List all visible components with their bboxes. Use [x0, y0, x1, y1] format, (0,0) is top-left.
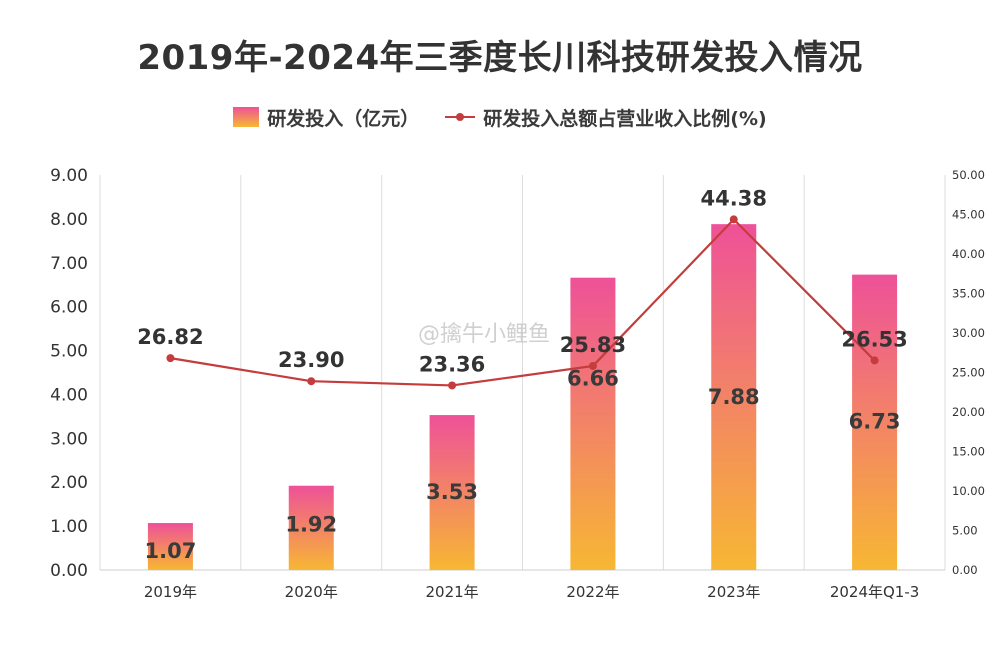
legend-item-bar: 研发投入（亿元）	[233, 104, 419, 131]
bar	[288, 485, 334, 570]
y-right-tick-label: 35.00	[952, 287, 985, 301]
x-tick-label: 2023年	[707, 583, 760, 601]
watermark-text: @擒牛小鲤鱼	[418, 322, 551, 347]
y-right-tick-label: 30.00	[952, 326, 985, 340]
y-left-tick-label: 6.00	[50, 298, 88, 318]
y-right-tick-label: 0.00	[952, 563, 978, 577]
y-right-tick-label: 50.00	[952, 168, 985, 182]
bar-value-label: 1.07	[145, 539, 197, 563]
bar-value-label: 7.88	[708, 385, 760, 409]
line-point	[448, 381, 457, 390]
y-right-tick-label: 25.00	[952, 366, 985, 380]
x-tick-label: 2024年Q1-3	[830, 583, 919, 601]
legend-line-label: 研发投入总额占营业收入比例(%)	[483, 107, 767, 130]
line-point	[588, 361, 597, 370]
line-value-label: 23.36	[419, 352, 485, 376]
bar-value-label: 6.66	[567, 367, 619, 391]
y-left-tick-label: 0.00	[50, 561, 88, 581]
y-right-tick-label: 40.00	[952, 247, 985, 261]
line-value-label: 23.90	[278, 348, 344, 372]
chart-title: 2019年-2024年三季度长川科技研发投入情况	[137, 38, 863, 78]
line-point	[166, 354, 175, 363]
line-point	[729, 215, 738, 224]
y-left-tick-label: 5.00	[50, 342, 88, 362]
label-layer: 1.07 1.92 3.53 6.66 7.88 6.73 26.82 23.90 23.36 2…	[137, 186, 908, 563]
line-value-label: 26.53	[841, 327, 907, 351]
bar-value-label: 1.92	[285, 513, 337, 537]
x-tick-label: 2020年	[285, 583, 338, 601]
line-point	[307, 377, 316, 386]
legend-item-line: 研发投入总额占营业收入比例(%)	[445, 104, 767, 131]
x-tick-label: 2021年	[425, 583, 478, 601]
y-right-tick-label: 45.00	[952, 208, 985, 222]
y-left-tick-label: 7.00	[50, 254, 88, 274]
bar	[429, 415, 475, 570]
bar	[570, 277, 616, 570]
y-right-tick-label: 20.00	[952, 405, 985, 419]
line-value-label: 25.83	[560, 333, 626, 357]
series-line	[170, 217, 876, 387]
legend-line-marker-icon	[445, 107, 476, 127]
line-value-label: 44.38	[701, 186, 767, 210]
y-left-tick-label: 9.00	[50, 166, 88, 186]
line-point	[870, 356, 879, 365]
chart-legend: 研发投入（亿元） 研发投入总额占营业收入比例(%)	[0, 102, 1000, 132]
y-right-tick-label: 10.00	[952, 484, 985, 498]
line-layer	[166, 215, 879, 390]
x-tick-label: 2022年	[566, 583, 619, 601]
grid-layer	[99, 175, 946, 571]
y-left-tick-label: 4.00	[50, 385, 88, 405]
bar-value-label: 3.53	[426, 480, 478, 504]
y-left-tick-label: 3.00	[50, 429, 88, 449]
bar-value-label: 6.73	[849, 410, 901, 434]
y-left-tick-label: 8.00	[50, 210, 88, 230]
legend-bar-label: 研发投入（亿元）	[267, 107, 420, 130]
legend-bar-swatch-icon	[233, 107, 260, 127]
bar	[852, 274, 898, 570]
bar-layer	[147, 224, 898, 570]
y-left-tick-label: 1.00	[50, 517, 88, 537]
y-left-tick-label: 2.00	[50, 473, 88, 493]
bar	[147, 523, 193, 570]
y-right-tick-label: 15.00	[952, 445, 985, 459]
line-value-label: 26.82	[137, 325, 203, 349]
y-right-tick-label: 5.00	[952, 524, 978, 538]
axis-layer: 0.00 1.00 2.00 3.00 4.00 5.00 6.00 7.00 8.00 9.00…	[50, 166, 985, 601]
bar	[711, 224, 757, 570]
x-tick-label: 2019年	[144, 583, 197, 601]
